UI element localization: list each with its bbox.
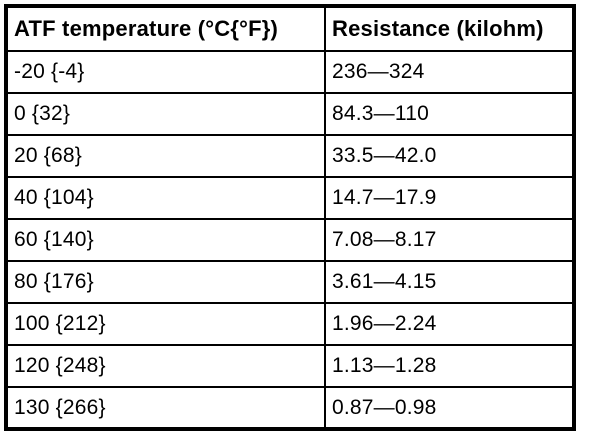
temperature-cell: 80 {176}	[5, 260, 326, 304]
temperature-column-header: ATF temperature (°C{°F})	[5, 5, 326, 52]
temperature-cell: 40 {104}	[5, 176, 326, 220]
resistance-cell: 84.3—110	[324, 92, 575, 136]
resistance-cell: 3.61—4.15	[324, 260, 575, 304]
table-row: -20 {-4} 236—324	[5, 50, 575, 94]
table-row: 0 {32} 84.3—110	[5, 92, 575, 136]
table-body: -20 {-4} 236—324 0 {32} 84.3—110 20 {68} 33.5…	[5, 50, 575, 430]
table-header-row: ATF temperature (°C{°F}) Resistance (kil…	[5, 5, 575, 52]
resistance-cell: 14.7—17.9	[324, 176, 575, 220]
atf-resistance-table: ATF temperature (°C{°F}) Resistance (kil…	[4, 4, 576, 431]
temperature-cell: 0 {32}	[5, 92, 326, 136]
resistance-cell: 0.87—0.98	[324, 386, 575, 430]
table-row: 40 {104} 14.7—17.9	[5, 176, 575, 220]
table-row: 20 {68} 33.5—42.0	[5, 134, 575, 178]
resistance-cell: 1.13—1.28	[324, 344, 575, 388]
resistance-cell: 1.96—2.24	[324, 302, 575, 346]
temperature-cell: 60 {140}	[5, 218, 326, 262]
resistance-column-header: Resistance (kilohm)	[324, 5, 575, 52]
resistance-cell: 236—324	[324, 50, 575, 94]
resistance-cell: 33.5—42.0	[324, 134, 575, 178]
table-row: 80 {176} 3.61—4.15	[5, 260, 575, 304]
table-row: 60 {140} 7.08—8.17	[5, 218, 575, 262]
temperature-cell: 100 {212}	[5, 302, 326, 346]
temperature-cell: 120 {248}	[5, 344, 326, 388]
table-row: 120 {248} 1.13—1.28	[5, 344, 575, 388]
table-row: 130 {266} 0.87—0.98	[5, 386, 575, 430]
table-row: 100 {212} 1.96—2.24	[5, 302, 575, 346]
resistance-cell: 7.08—8.17	[324, 218, 575, 262]
temperature-cell: -20 {-4}	[5, 50, 326, 94]
temperature-cell: 20 {68}	[5, 134, 326, 178]
temperature-cell: 130 {266}	[5, 386, 326, 430]
